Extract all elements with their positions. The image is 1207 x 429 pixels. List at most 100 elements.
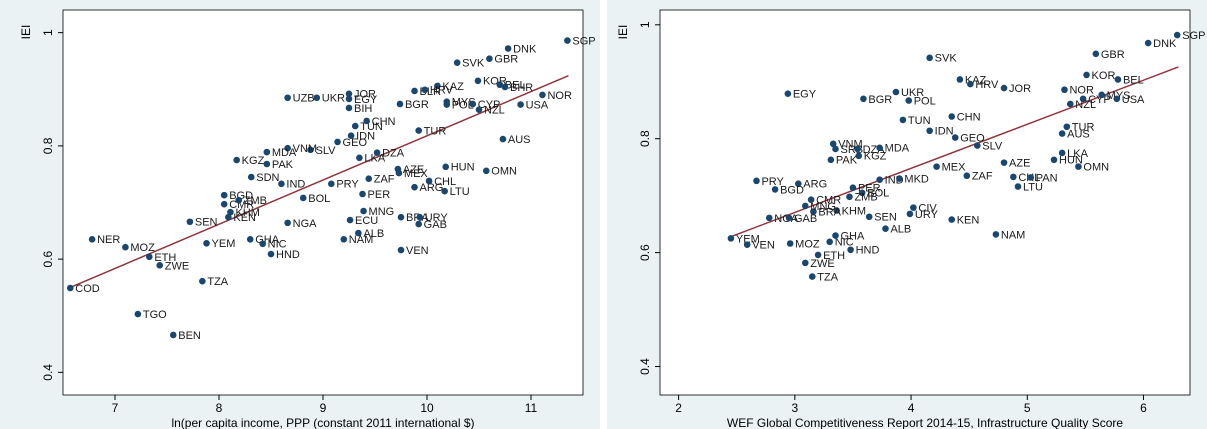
point — [826, 238, 833, 246]
point — [539, 91, 546, 99]
point — [442, 163, 450, 171]
point-label: OMN — [1083, 162, 1109, 174]
point — [169, 331, 177, 339]
point — [345, 95, 353, 103]
point-label: NZL — [484, 105, 505, 117]
point-label: CYP — [1088, 94, 1111, 106]
point — [496, 81, 504, 89]
point — [397, 246, 405, 254]
point — [247, 173, 255, 181]
point-label: BHR — [510, 82, 533, 94]
point-label: GEO — [960, 132, 985, 144]
point-label: KEN — [233, 212, 256, 224]
point-label: SGP — [572, 35, 595, 47]
point — [356, 154, 363, 162]
point — [416, 213, 424, 221]
point-label: NGA — [293, 218, 318, 230]
point-label: HUN — [451, 162, 475, 174]
point-label: MNG — [810, 201, 836, 213]
point — [1058, 149, 1066, 157]
point-label: CHL — [434, 176, 456, 188]
point-label: AUS — [508, 134, 531, 146]
point — [833, 207, 840, 214]
scatter-panel: 7 8 9 10 11 0.4 0.6 0.8 1 ln(per capita income, P… — [0, 0, 600, 429]
point — [313, 94, 321, 102]
point-label: SVK — [935, 53, 958, 65]
point — [411, 87, 418, 95]
point-label: SVK — [462, 58, 485, 70]
point — [443, 101, 451, 108]
point — [847, 246, 854, 254]
point-label: BEL — [505, 80, 526, 92]
point-label: SGP — [1182, 30, 1205, 42]
point-label: VNM — [293, 143, 317, 155]
point-label: KHM — [842, 205, 866, 217]
point-label: CIV — [918, 203, 937, 215]
point — [360, 207, 367, 215]
point-label: NAM — [1001, 229, 1025, 241]
point — [801, 202, 809, 210]
point — [860, 95, 867, 103]
point — [411, 183, 418, 191]
point — [855, 152, 863, 160]
point — [974, 142, 981, 149]
point — [425, 177, 433, 185]
point-label: NOR — [1069, 85, 1094, 97]
point — [882, 225, 889, 232]
point-label: URY — [425, 212, 449, 224]
point-label: NIC — [835, 237, 854, 249]
point — [186, 218, 194, 226]
point-label: MNG — [369, 206, 395, 218]
y-tick-label: 0.4 — [41, 364, 55, 381]
point-label: TUR — [424, 126, 447, 138]
point — [1075, 163, 1082, 170]
point — [743, 241, 751, 248]
point-label: KOR — [1092, 70, 1116, 82]
point-label: AZE — [1009, 158, 1030, 170]
point — [951, 134, 959, 141]
y-tick-label: 0.6 — [41, 250, 55, 267]
point-label: ZMB — [854, 192, 877, 204]
point — [235, 196, 243, 204]
point — [854, 145, 861, 153]
y-tick-label: 0.8 — [638, 130, 652, 147]
point-label: BRA — [818, 207, 841, 219]
point — [801, 259, 809, 267]
point — [807, 196, 815, 203]
point-label: SEN — [874, 212, 897, 224]
point — [829, 140, 837, 148]
point — [1058, 130, 1066, 137]
y-axis-label: IEI — [19, 25, 33, 40]
point-label: BGR — [405, 99, 429, 111]
point-label: PRY — [761, 176, 784, 188]
point-label: SEN — [195, 217, 218, 229]
point — [307, 146, 314, 154]
point-label: MDA — [885, 143, 910, 155]
point — [88, 236, 96, 243]
point — [134, 310, 142, 318]
point — [363, 117, 370, 125]
x-tick-label: 8 — [216, 401, 223, 415]
point — [284, 94, 291, 102]
point-label: PRY — [336, 179, 359, 191]
point — [1000, 84, 1008, 92]
point — [220, 200, 228, 208]
point-label: LKA — [1067, 148, 1088, 160]
point — [475, 106, 483, 113]
point-label: ALB — [363, 228, 384, 240]
point — [832, 232, 839, 239]
point — [355, 229, 362, 237]
point-label: ZAF — [972, 171, 993, 183]
point-label: NZL — [1075, 99, 1096, 111]
point-label: NOR — [547, 90, 572, 102]
point — [967, 80, 974, 88]
point-label: LTU — [450, 186, 470, 198]
point — [482, 167, 490, 175]
point — [345, 104, 353, 112]
point — [1113, 95, 1121, 103]
point — [1063, 123, 1071, 131]
point — [278, 180, 285, 188]
point — [359, 190, 366, 198]
point-label: TUN — [908, 115, 931, 127]
point-label: SLV — [982, 140, 1003, 152]
